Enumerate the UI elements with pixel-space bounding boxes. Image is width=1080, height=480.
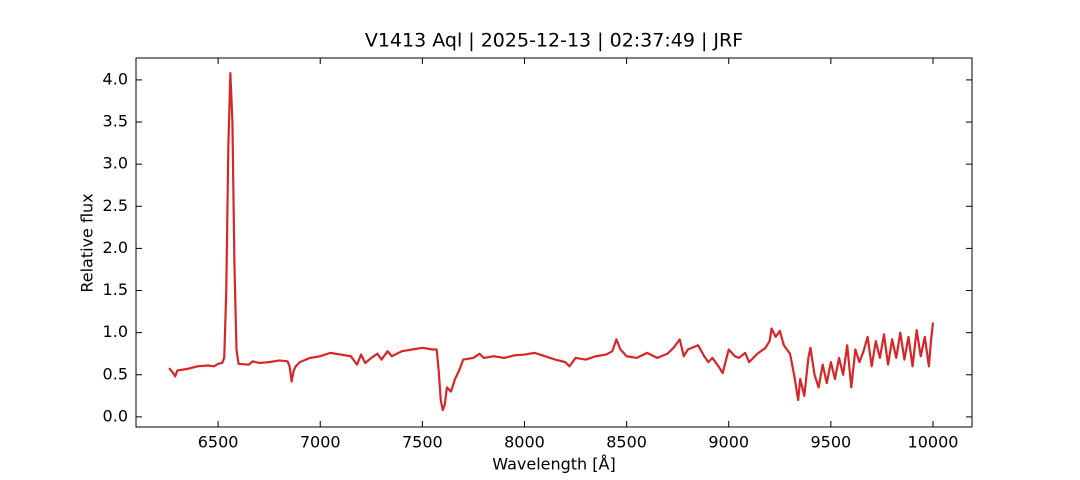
- spectrum-line: [168, 72, 935, 412]
- x-tick-label: 9500: [811, 433, 852, 452]
- x-tick-label: 10000: [908, 433, 959, 452]
- x-tick-label: 7000: [300, 433, 341, 452]
- x-tick-label: 9000: [708, 433, 749, 452]
- x-axis-label: Wavelength [Å]: [492, 455, 615, 474]
- x-tick-label: 8000: [504, 433, 545, 452]
- y-tick-label: 3.0: [103, 154, 128, 173]
- y-axis-label: Relative flux: [78, 193, 97, 292]
- x-tick-label: 6500: [198, 433, 239, 452]
- y-tick-label: 4.0: [103, 69, 128, 88]
- chart-title: V1413 Aql | 2025-12-13 | 02:37:49 | JRF: [365, 30, 743, 52]
- y-tick-label: 0.0: [103, 406, 128, 425]
- plot-frame: [135, 57, 973, 428]
- y-tick-label: 2.0: [103, 238, 128, 257]
- y-tick-label: 1.5: [103, 280, 128, 299]
- y-tick-label: 2.5: [103, 196, 128, 215]
- y-tick-label: 1.0: [103, 322, 128, 341]
- y-tick-label: 3.5: [103, 112, 128, 131]
- x-tick-label: 7500: [402, 433, 443, 452]
- y-tick-label: 0.5: [103, 364, 128, 383]
- x-tick-label: 8500: [606, 433, 647, 452]
